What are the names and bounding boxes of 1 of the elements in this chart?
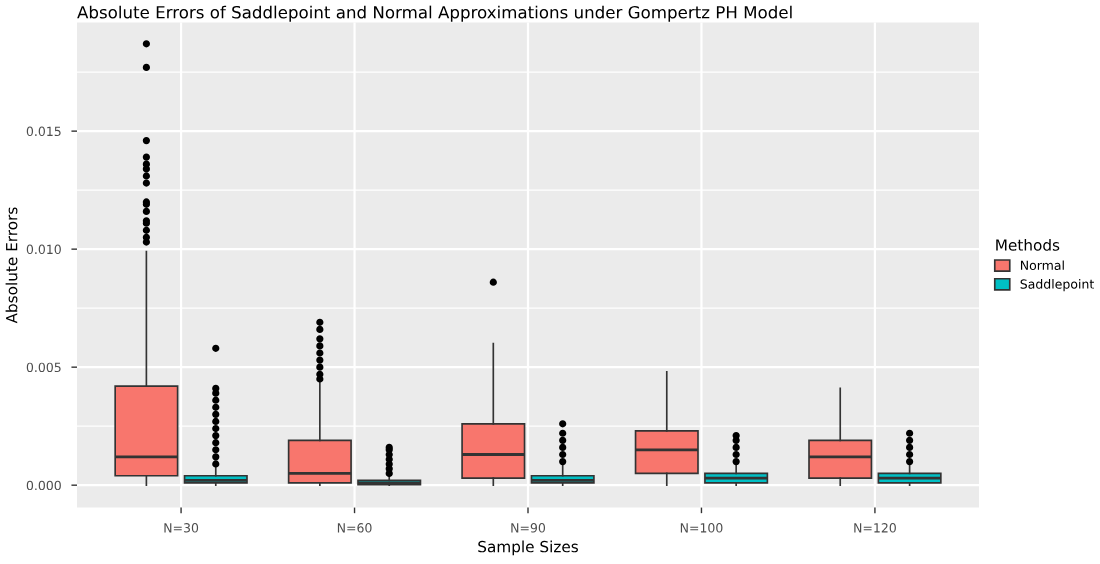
chart-title: Absolute Errors of Saddlepoint and Normal Approximations under Gompertz PH Model (77, 5, 792, 22)
